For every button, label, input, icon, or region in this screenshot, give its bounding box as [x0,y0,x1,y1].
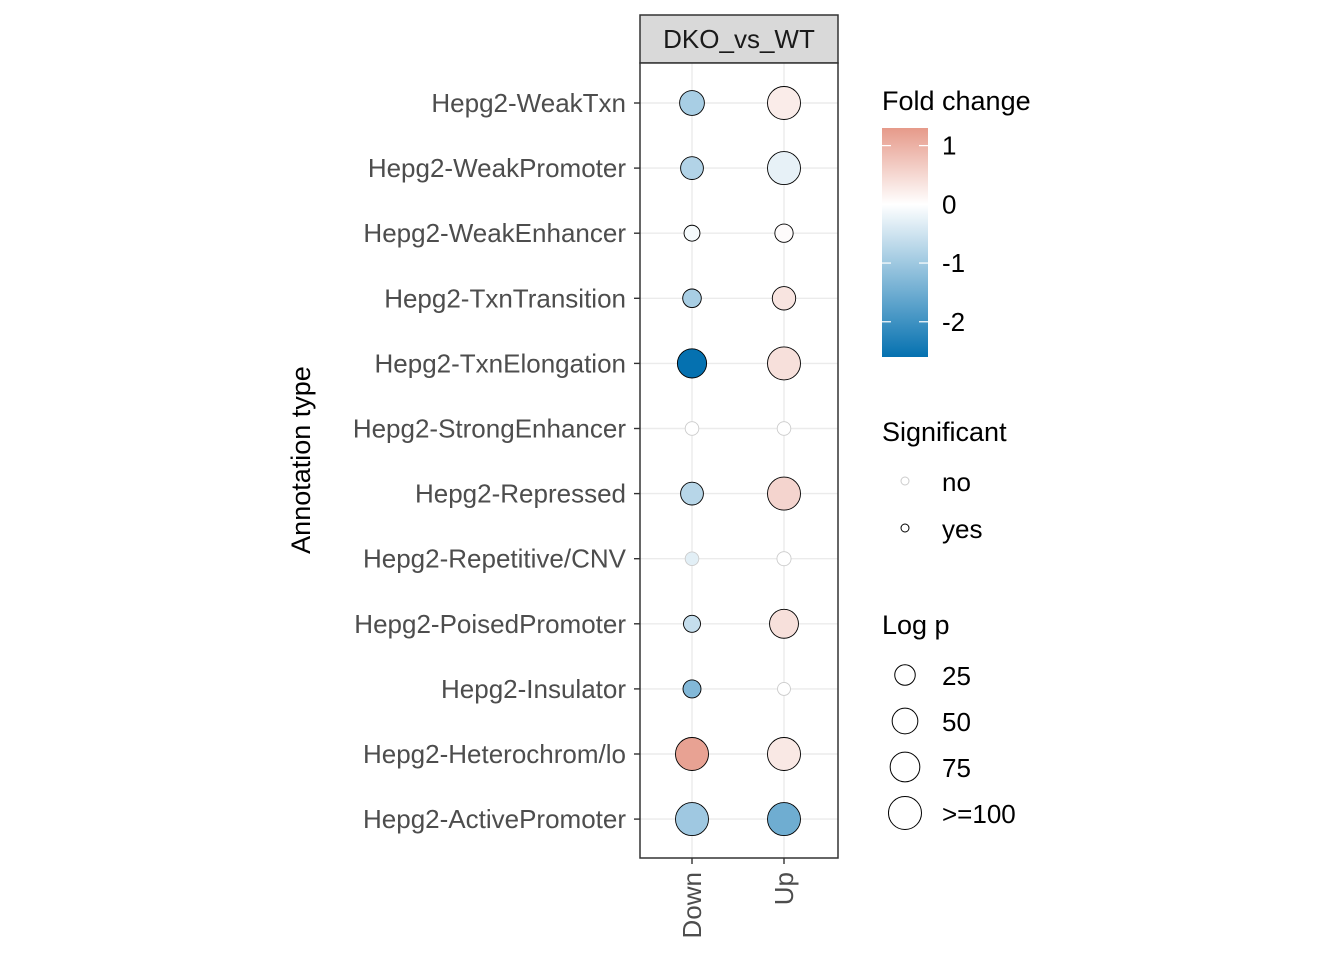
data-point [767,476,801,511]
significant-legend-label: no [942,467,971,497]
colorbar-tick-label: 1 [942,131,956,161]
data-point [776,551,792,567]
data-point [767,86,801,120]
data-point [774,223,794,243]
data-point [767,737,801,771]
log-p-legend-title: Log p [882,610,950,640]
fold-change-legend: Fold change 1 0 -1 -2 [882,86,1031,357]
data-point [679,90,705,116]
panel-border [639,62,839,859]
data-point [682,288,702,309]
x-tick-label: Down [677,872,707,938]
y-tick-label: Hepg2-Repetitive/CNV [363,544,627,574]
data-point [683,224,701,242]
colorbar-tick-label: -1 [942,248,965,278]
y-tick-label: Hepg2-WeakTxn [431,88,626,118]
y-axis: Hepg2-WeakTxn Hepg2-WeakPromoter Hepg2-Wea… [353,88,640,834]
log-p-legend-label: 50 [942,707,971,737]
significant-legend-entries: no yes [900,467,982,544]
data-point [684,421,700,436]
y-tick-label: Hepg2-PoisedPromoter [354,609,626,639]
significant-legend-label: yes [942,514,982,544]
significant-legend-key [900,523,910,533]
colorbar-tick-label: 0 [942,189,956,219]
plot-panel [639,62,839,859]
y-axis-title: Annotation type [286,366,316,554]
data-point [767,151,801,186]
data-point [771,286,797,311]
fold-change-ticks: 1 0 -1 -2 [882,131,965,337]
data-point [769,608,799,639]
data-point [767,346,801,381]
data-point [684,551,700,566]
data-point [675,737,709,771]
y-tick-label: Hepg2-TxnTransition [384,283,626,313]
log-p-legend-label: >=100 [942,799,1016,829]
significant-legend-title: Significant [882,417,1007,447]
data-point [682,679,702,699]
facet-strip-background [639,14,839,64]
log-p-legend-key [888,796,922,830]
log-p-legend-label: 75 [942,753,971,783]
data-point [676,348,708,379]
log-p-legend-key [894,664,916,686]
x-axis: Down Up [677,858,799,938]
y-tick-label: Hepg2-Insulator [441,674,626,704]
data-point [683,614,701,633]
data-point [767,802,801,837]
y-tick-label: Hepg2-Repressed [415,479,626,509]
fold-change-legend-title: Fold change [882,86,1031,116]
fold-change-colorbar [882,128,928,357]
data-point [777,681,791,696]
y-tick-label: Hepg2-WeakEnhancer [363,218,626,248]
y-tick-label: Hepg2-WeakPromoter [368,153,627,183]
facet-strip: DKO_vs_WT [639,14,839,64]
y-tick-label: Hepg2-Heterochrom/lo [363,739,626,769]
significant-legend: Significant no yes [882,417,1007,544]
log-p-legend-entries: 25 50 75 >=100 [888,661,1016,830]
y-tick-label: Hepg2-ActivePromoter [363,804,626,834]
y-tick-label: Hepg2-StrongEnhancer [353,414,627,444]
data-point [776,421,792,436]
y-tick-label: Hepg2-TxnElongation [375,348,627,378]
data-points [675,86,801,837]
facet-strip-label: DKO_vs_WT [663,24,815,54]
panel-background [640,63,838,858]
x-tick-label: Up [769,872,799,905]
log-p-legend-key [889,751,921,783]
log-p-legend-key [891,707,919,735]
log-p-legend-label: 25 [942,661,971,691]
significant-legend-key [900,476,910,486]
log-p-legend: Log p 25 50 75 >=100 [882,610,1016,830]
colorbar-tick-label: -2 [942,307,965,337]
data-point [675,802,709,837]
data-point [680,481,704,506]
grid-lines [640,63,838,858]
data-point [680,156,704,180]
